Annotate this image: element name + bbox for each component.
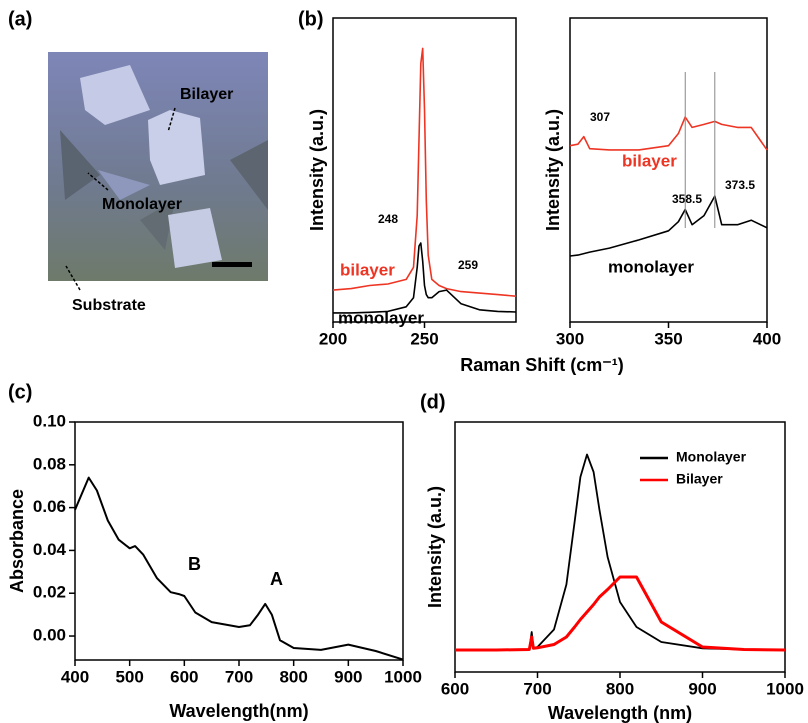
data-line — [455, 453, 786, 651]
x-tick-label: 500 — [115, 667, 143, 686]
panel-label: (d) — [420, 391, 446, 413]
x-axis-label: Wavelength(nm) — [169, 701, 308, 721]
y-tick-label: 0.00 — [33, 626, 66, 645]
x-tick-label: 200 — [319, 329, 347, 348]
y-tick-label: 0.04 — [33, 540, 67, 559]
micrograph: (a) Bilayer Monolayer Substrate — [8, 8, 268, 314]
annotation: B — [188, 554, 201, 574]
panel-label: (b) — [298, 8, 324, 30]
x-tick-label: 900 — [688, 679, 716, 698]
y-axis-label: Intensity (a.u.) — [425, 486, 445, 608]
x-tick-label: 800 — [279, 667, 307, 686]
x-axis-label: Raman Shift (cm⁻¹) — [460, 355, 624, 375]
y-tick-label: 0.02 — [33, 583, 66, 602]
micrograph-label: Bilayer — [180, 86, 233, 103]
annotation: 259 — [458, 258, 478, 272]
x-axis-label: Wavelength (nm) — [548, 703, 692, 723]
annotation: A — [270, 569, 283, 589]
y-axis-label: Intensity (a.u.) — [543, 109, 563, 231]
x-tick-label: 900 — [334, 667, 362, 686]
data-line — [569, 116, 768, 151]
plot-frame — [74, 421, 404, 661]
annotation: 358.5 — [672, 192, 702, 206]
y-tick-label: 0.06 — [33, 497, 66, 516]
x-tick-label: 250 — [410, 329, 438, 348]
x-tick-label: 700 — [523, 679, 551, 698]
annotation: 307 — [590, 110, 610, 124]
series-label: bilayer — [622, 151, 677, 170]
x-tick-label: 300 — [556, 329, 584, 348]
data-line — [455, 575, 786, 652]
x-tick-label: 1000 — [766, 679, 804, 698]
annotation: 373.5 — [725, 178, 755, 192]
data-line — [74, 476, 404, 661]
data-line — [333, 242, 517, 314]
panel-label: (a) — [8, 8, 32, 30]
micrograph-label: Monolayer — [102, 196, 182, 213]
y-axis-label: Absorbance — [7, 489, 27, 593]
x-tick-label: 1000 — [384, 667, 422, 686]
panel-label: (c) — [8, 381, 32, 403]
x-tick-label: 800 — [606, 679, 634, 698]
x-tick-label: 600 — [170, 667, 198, 686]
series-label: bilayer — [340, 260, 395, 279]
data-line — [569, 195, 768, 257]
series-label: monolayer — [608, 257, 694, 276]
x-tick-label: 400 — [753, 329, 781, 348]
y-tick-label: 0.10 — [33, 411, 66, 430]
legend-label: Monolayer — [676, 449, 747, 465]
legend-label: Bilayer — [676, 471, 723, 487]
data-line — [332, 47, 517, 297]
y-tick-label: 0.08 — [33, 454, 66, 473]
annotation: 248 — [378, 212, 398, 226]
x-tick-label: 350 — [654, 329, 682, 348]
x-tick-label: 600 — [441, 679, 469, 698]
micrograph-label: Substrate — [72, 297, 146, 314]
x-tick-label: 400 — [61, 667, 89, 686]
series-label: monolayer — [338, 308, 424, 327]
x-tick-label: 700 — [225, 667, 253, 686]
y-axis-label: Intensity (a.u.) — [307, 109, 327, 231]
